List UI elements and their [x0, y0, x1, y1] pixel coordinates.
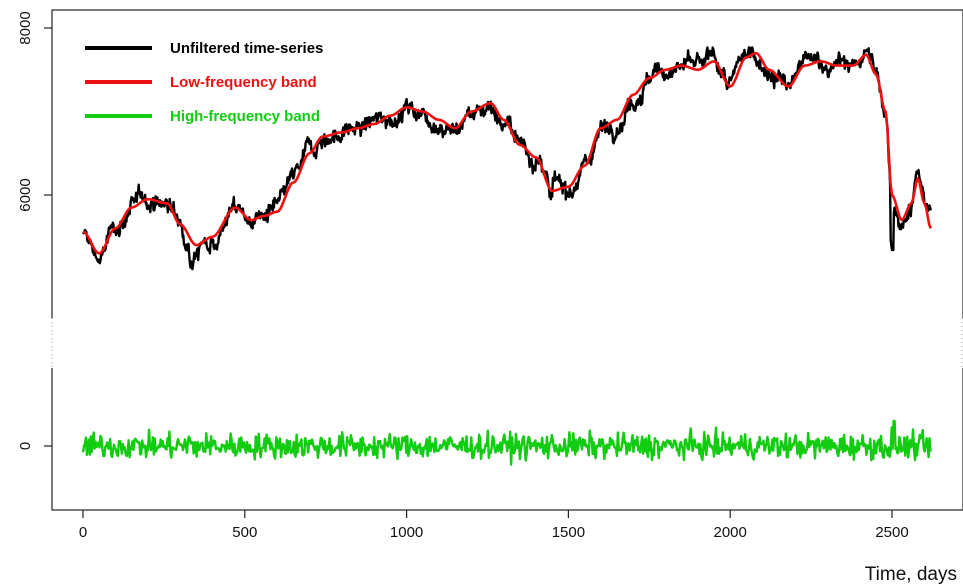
x-tick-label: 1500 — [552, 524, 585, 541]
y-tick-label: 0 — [17, 442, 34, 450]
plot-frame — [51, 9, 963, 511]
x-tick-label: 500 — [232, 524, 257, 541]
low-frequency-line — [82, 51, 933, 255]
x-axis: 0 500 1000 1500 2000 2500 — [79, 510, 909, 541]
x-tick-label: 2000 — [714, 524, 747, 541]
x-axis-title: Time, days — [865, 564, 957, 585]
series-high-frequency — [81, 419, 932, 466]
y-tick-label: 6000 — [17, 178, 34, 211]
x-tick-label: 2500 — [875, 524, 908, 541]
x-tick-label: 1000 — [390, 524, 423, 541]
legend: Unfiltered time-series Low-frequency ban… — [85, 40, 323, 125]
y-axis: 6000 8000 0 — [17, 11, 52, 450]
series-low-frequency — [82, 51, 933, 255]
y-tick-label: 8000 — [17, 11, 34, 44]
high-frequency-line — [81, 419, 932, 466]
legend-label-high: High-frequency band — [170, 108, 320, 125]
x-tick-label: 0 — [79, 524, 87, 541]
legend-label-low: Low-frequency band — [170, 74, 317, 91]
legend-label-unfiltered: Unfiltered time-series — [170, 40, 323, 57]
